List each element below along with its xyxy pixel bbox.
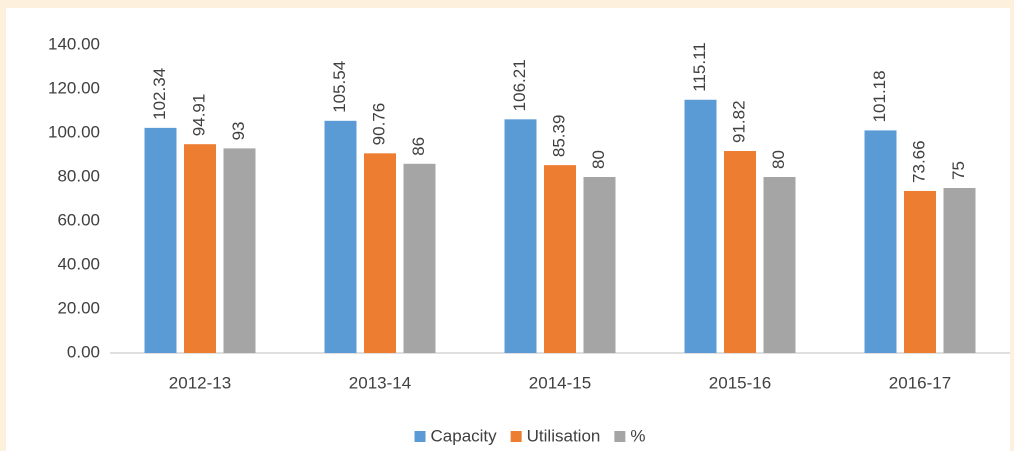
bar <box>324 120 357 353</box>
value-label: 90.76 <box>369 103 388 146</box>
x-tick-label: 2013-14 <box>349 373 411 392</box>
legend-swatch <box>414 431 426 442</box>
value-label: 106.21 <box>510 59 529 111</box>
value-label: 105.54 <box>330 61 349 113</box>
y-tick-label: 80.00 <box>57 166 100 185</box>
x-tick-label: 2014-15 <box>529 373 591 392</box>
value-label: 102.34 <box>150 68 169 120</box>
x-tick-label: 2016-17 <box>889 373 951 392</box>
legend-label: Utilisation <box>527 426 601 445</box>
bar <box>544 165 576 353</box>
y-tick-label: 60.00 <box>57 210 100 229</box>
value-label: 101.18 <box>870 70 889 122</box>
bar <box>223 148 256 353</box>
value-label: 86 <box>409 137 428 156</box>
bar <box>684 99 717 354</box>
bar <box>364 153 396 353</box>
x-tick-label: 2015-16 <box>709 373 771 392</box>
value-label: 94.91 <box>189 94 208 137</box>
y-tick-label: 20.00 <box>57 298 100 317</box>
bar <box>763 177 796 353</box>
legend-swatch <box>510 431 522 442</box>
bar <box>583 177 616 353</box>
y-tick-label: 40.00 <box>57 254 100 273</box>
bar <box>184 144 216 353</box>
value-label: 73.66 <box>909 140 928 183</box>
y-tick-label: 140.00 <box>48 34 100 53</box>
value-label: 85.39 <box>549 115 568 158</box>
legend-label: % <box>630 426 645 445</box>
bar <box>943 188 976 353</box>
value-label: 80 <box>589 150 608 169</box>
value-label: 80 <box>769 150 788 169</box>
value-label: 93 <box>229 121 248 140</box>
legend-swatch <box>614 431 626 442</box>
bar <box>864 130 897 353</box>
x-tick-label: 2012-13 <box>169 373 231 392</box>
bar <box>403 163 436 353</box>
bar <box>504 119 537 353</box>
legend-label: Capacity <box>431 426 498 445</box>
bar <box>904 190 936 353</box>
y-tick-label: 100.00 <box>48 122 100 141</box>
y-tick-label: 0.00 <box>67 342 100 361</box>
y-tick-label: 120.00 <box>48 78 100 97</box>
bar <box>144 127 177 354</box>
value-label: 75 <box>949 161 968 180</box>
value-label: 91.82 <box>729 100 748 143</box>
value-label: 115.11 <box>690 42 709 91</box>
bar <box>724 150 756 353</box>
